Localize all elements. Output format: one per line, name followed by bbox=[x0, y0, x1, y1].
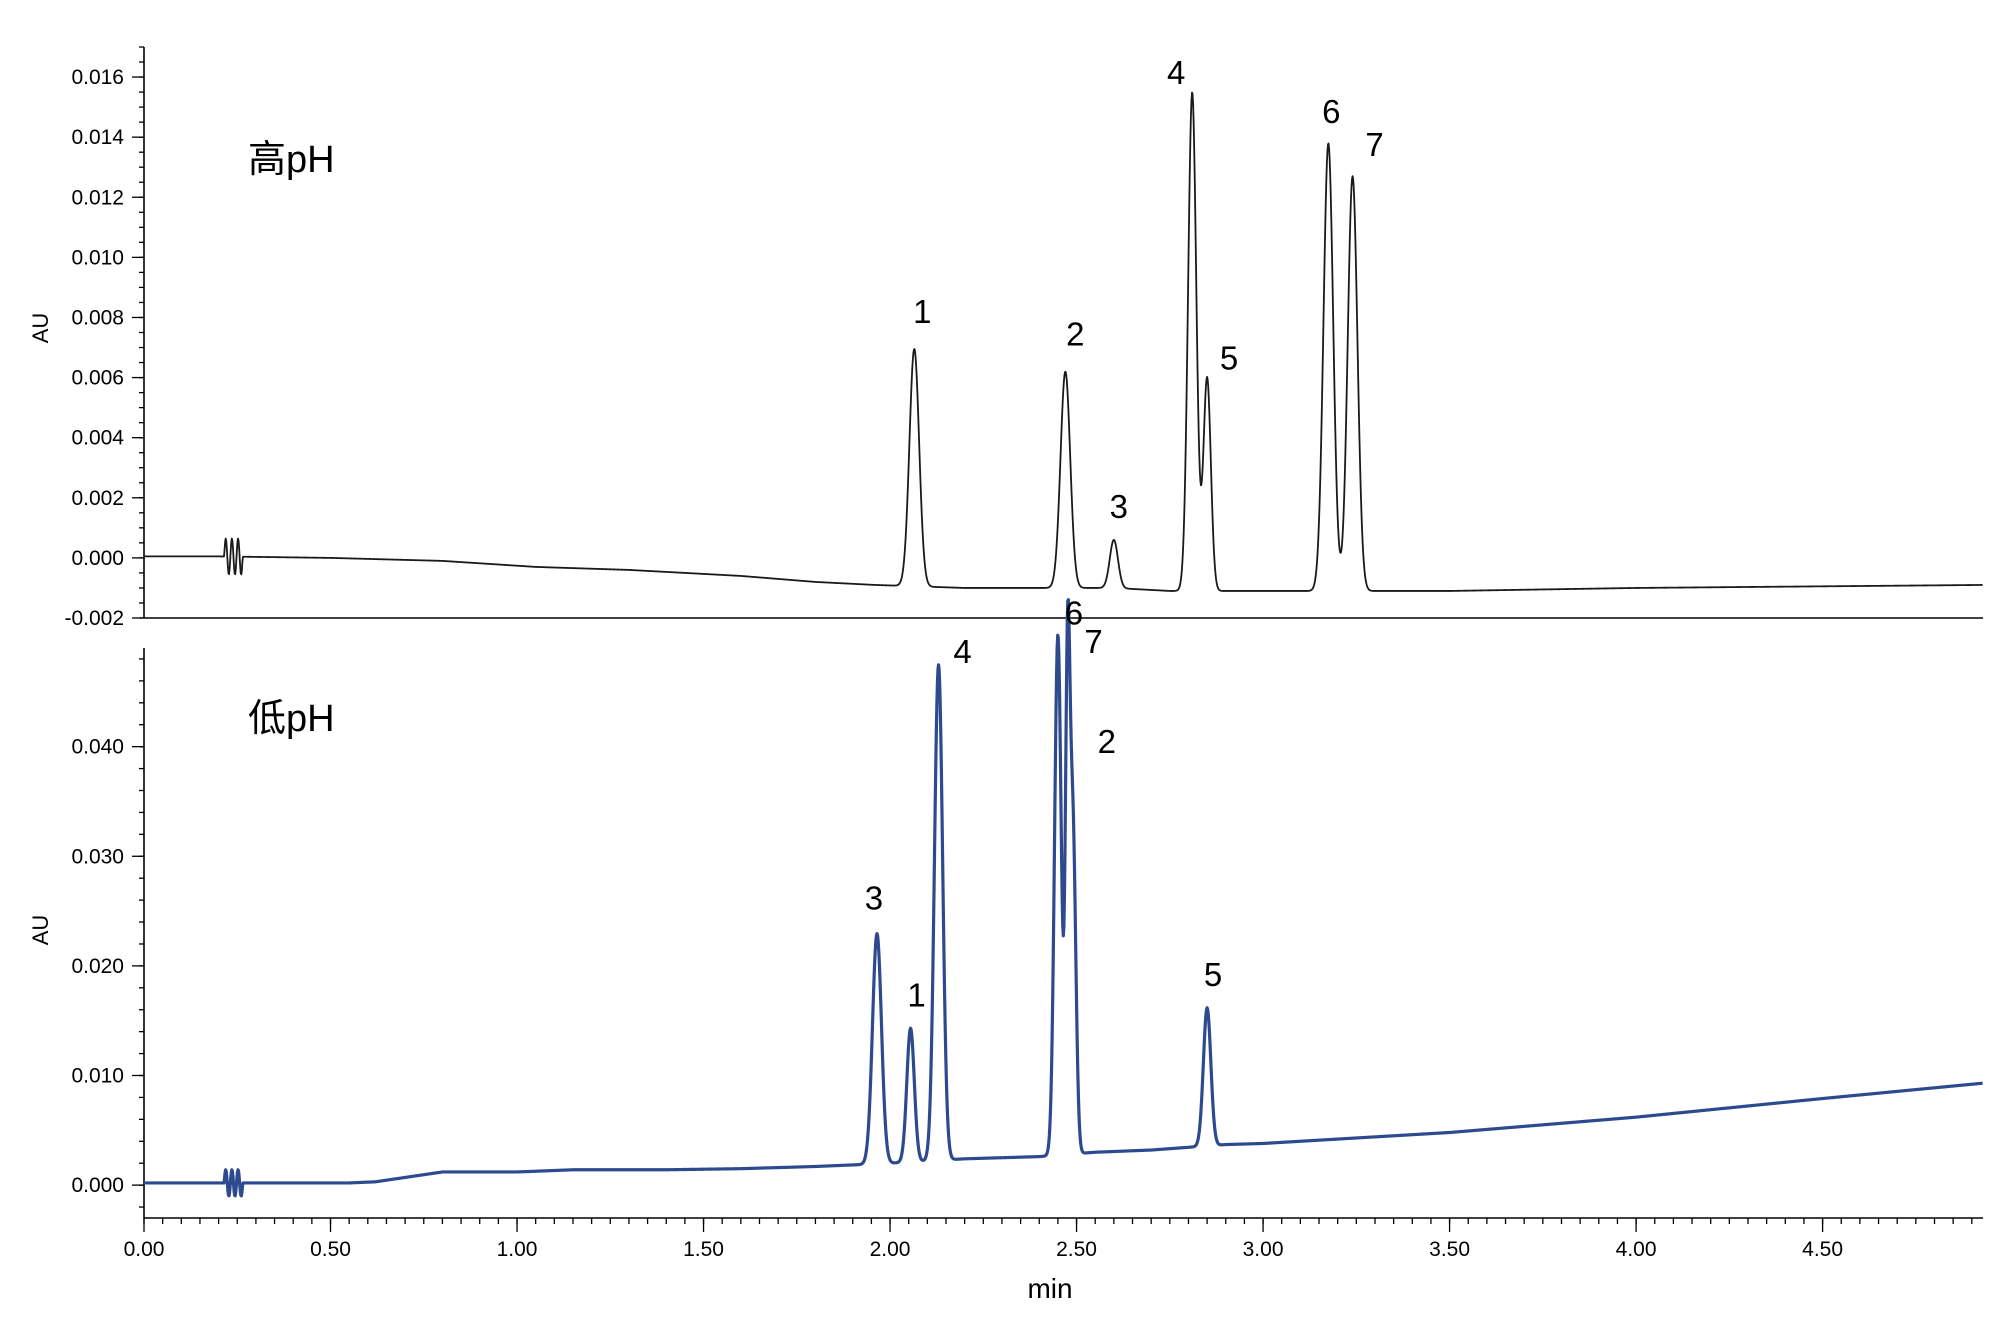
peak-label: 4 bbox=[1167, 54, 1185, 91]
x-axis-label: min bbox=[1027, 1273, 1072, 1304]
panel-label: 高pH bbox=[248, 139, 335, 181]
y-tick-label: 0.016 bbox=[71, 66, 124, 89]
y-tick-label: 0.010 bbox=[71, 1065, 124, 1088]
x-axis: 0.00 0.50 1.00 1.50 2.00 2.50 3.00 3.50 4.00 4.50 bbox=[124, 1217, 1983, 1261]
x-tick-label: 0.50 bbox=[310, 1238, 351, 1261]
peak-label: 1 bbox=[913, 293, 931, 330]
peak-label: 4 bbox=[953, 633, 971, 670]
peak-label: 5 bbox=[1220, 340, 1238, 377]
x-tick-label: 2.50 bbox=[1056, 1238, 1097, 1261]
y-tick-label: 0.008 bbox=[71, 306, 124, 329]
x-tick-label: 1.50 bbox=[683, 1238, 724, 1261]
chromatogram-trace bbox=[143, 91, 1983, 592]
x-tick-label: 0.00 bbox=[124, 1238, 165, 1261]
y-tick-label: 0.000 bbox=[71, 1174, 124, 1197]
x-tick-label: 3.00 bbox=[1243, 1238, 1284, 1261]
y-tick-label: 0.030 bbox=[71, 845, 124, 868]
y-tick-label: -0.002 bbox=[64, 607, 124, 630]
peak-label: 1 bbox=[907, 976, 925, 1013]
y-axis-label: AU bbox=[28, 915, 53, 946]
y-tick-label: 0.040 bbox=[71, 736, 124, 759]
x-tick-label: 2.00 bbox=[870, 1238, 911, 1261]
panel-label: 低pH bbox=[248, 698, 335, 740]
x-tick-label: 4.50 bbox=[1802, 1238, 1843, 1261]
y-tick-label: 0.020 bbox=[71, 955, 124, 978]
peak-label: 7 bbox=[1365, 126, 1383, 163]
y-tick-label: 0.002 bbox=[71, 487, 124, 510]
y-tick-label: 0.014 bbox=[71, 126, 124, 149]
y-tick-label: 0.004 bbox=[71, 427, 124, 450]
high-ph-panel: -0.002 0.000 0.002 0.004 0.006 0.008 0.010 0.01… bbox=[28, 46, 1983, 630]
y-axis-label: AU bbox=[28, 313, 53, 344]
y-tick-label: 0.000 bbox=[71, 547, 124, 570]
y-tick-label: 0.012 bbox=[71, 186, 124, 209]
low-ph-panel: 0.000 0.010 0.020 0.030 0.040 AU 低pH 3 1 4 67 2 5 bbox=[28, 594, 1984, 1218]
peak-label: 6 bbox=[1322, 93, 1340, 130]
peak-label: 2 bbox=[1098, 723, 1116, 760]
x-tick-label: 3.50 bbox=[1429, 1238, 1470, 1261]
peak-label: 6 bbox=[1065, 594, 1083, 631]
x-tick-label: 1.00 bbox=[497, 1238, 538, 1261]
peak-label: 3 bbox=[865, 880, 883, 917]
peak-label: 7 bbox=[1084, 623, 1102, 660]
peak-label: 5 bbox=[1204, 956, 1222, 993]
peak-label: 2 bbox=[1066, 316, 1084, 353]
y-tick-label: 0.006 bbox=[71, 367, 124, 390]
x-tick-label: 4.00 bbox=[1616, 1238, 1657, 1261]
chromatogram-trace bbox=[142, 598, 1984, 1198]
peak-label: 3 bbox=[1110, 488, 1128, 525]
y-tick-label: 0.010 bbox=[71, 246, 124, 269]
